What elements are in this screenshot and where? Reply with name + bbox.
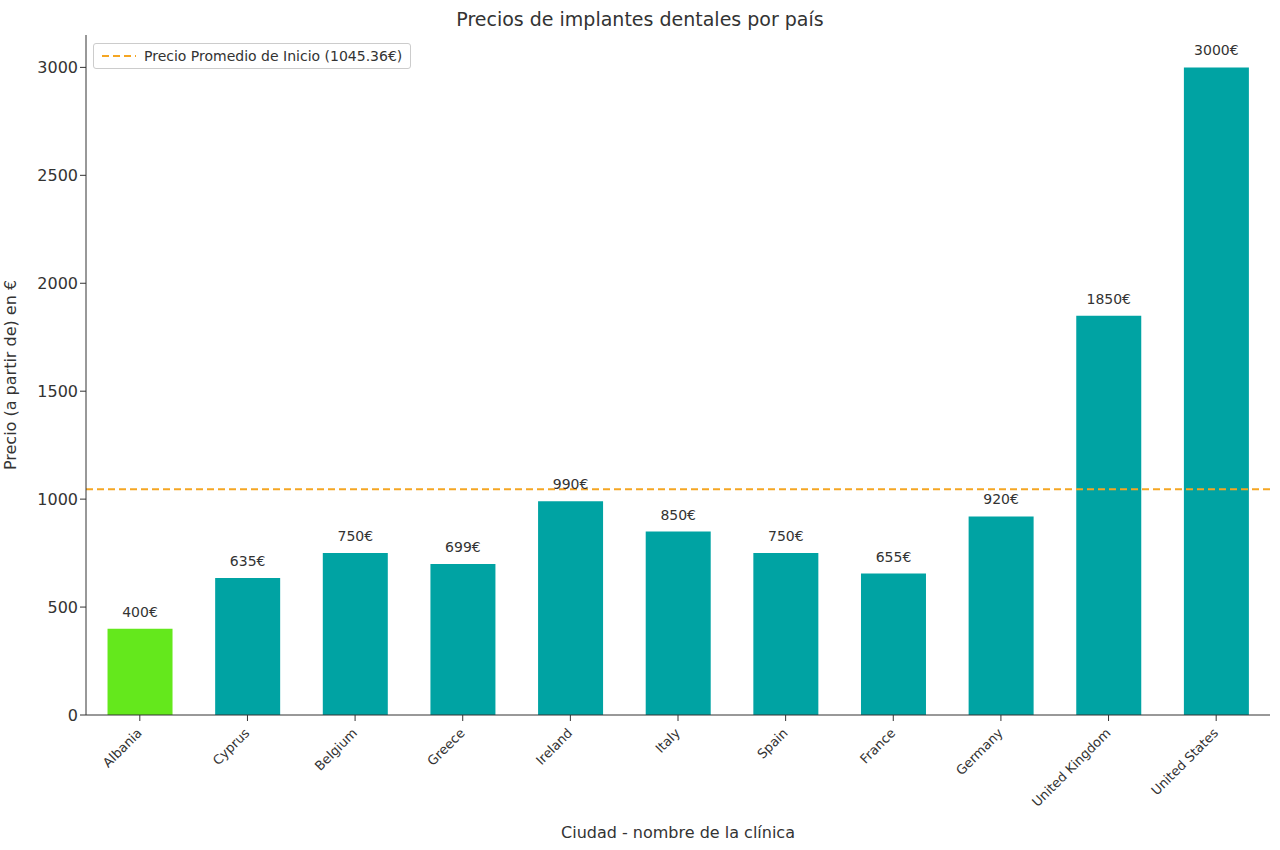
svg-text:1000: 1000 — [37, 490, 78, 509]
svg-text:Ciudad - nombre de la clínica: Ciudad - nombre de la clínica — [561, 823, 795, 842]
svg-text:990€: 990€ — [553, 476, 589, 492]
svg-text:1500: 1500 — [37, 382, 78, 401]
svg-text:3000: 3000 — [37, 58, 78, 77]
svg-text:Greece: Greece — [424, 725, 467, 768]
svg-text:0: 0 — [68, 706, 78, 725]
html-text:Precios de implantes dentales: Precios de implantes dentales por país — [456, 8, 824, 30]
svg-text:850€: 850€ — [660, 507, 696, 523]
svg-text:2000: 2000 — [37, 274, 78, 293]
svg-text:500: 500 — [47, 598, 78, 617]
svg-text:Spain: Spain — [754, 725, 790, 761]
svg-text:699€: 699€ — [445, 539, 481, 555]
svg-text:Germany: Germany — [953, 725, 1006, 778]
svg-text:Albania: Albania — [100, 725, 145, 770]
svg-text:750€: 750€ — [337, 528, 373, 544]
svg-text:Belgium: Belgium — [312, 725, 360, 773]
html-text:Precio Promedio de Inicio (104: Precio Promedio de Inicio (1045.36€) — [144, 48, 403, 64]
svg-text:3000€: 3000€ — [1194, 42, 1239, 58]
svg-text:France: France — [857, 725, 898, 766]
svg-text:750€: 750€ — [768, 528, 804, 544]
svg-text:655€: 655€ — [876, 549, 912, 565]
svg-text:920€: 920€ — [983, 491, 1019, 507]
svg-text:United Kingdom: United Kingdom — [1029, 725, 1113, 809]
svg-text:Cyprus: Cyprus — [210, 725, 253, 768]
svg-text:United States: United States — [1148, 725, 1221, 798]
svg-text:Italy: Italy — [652, 725, 683, 756]
svg-text:635€: 635€ — [230, 553, 266, 569]
svg-text:2500: 2500 — [37, 166, 78, 185]
svg-text:1850€: 1850€ — [1086, 291, 1131, 307]
svg-text:Precio (a partir de) en €: Precio (a partir de) en € — [8, 280, 20, 470]
svg-text:400€: 400€ — [122, 604, 158, 620]
svg-text:Ireland: Ireland — [533, 725, 575, 767]
